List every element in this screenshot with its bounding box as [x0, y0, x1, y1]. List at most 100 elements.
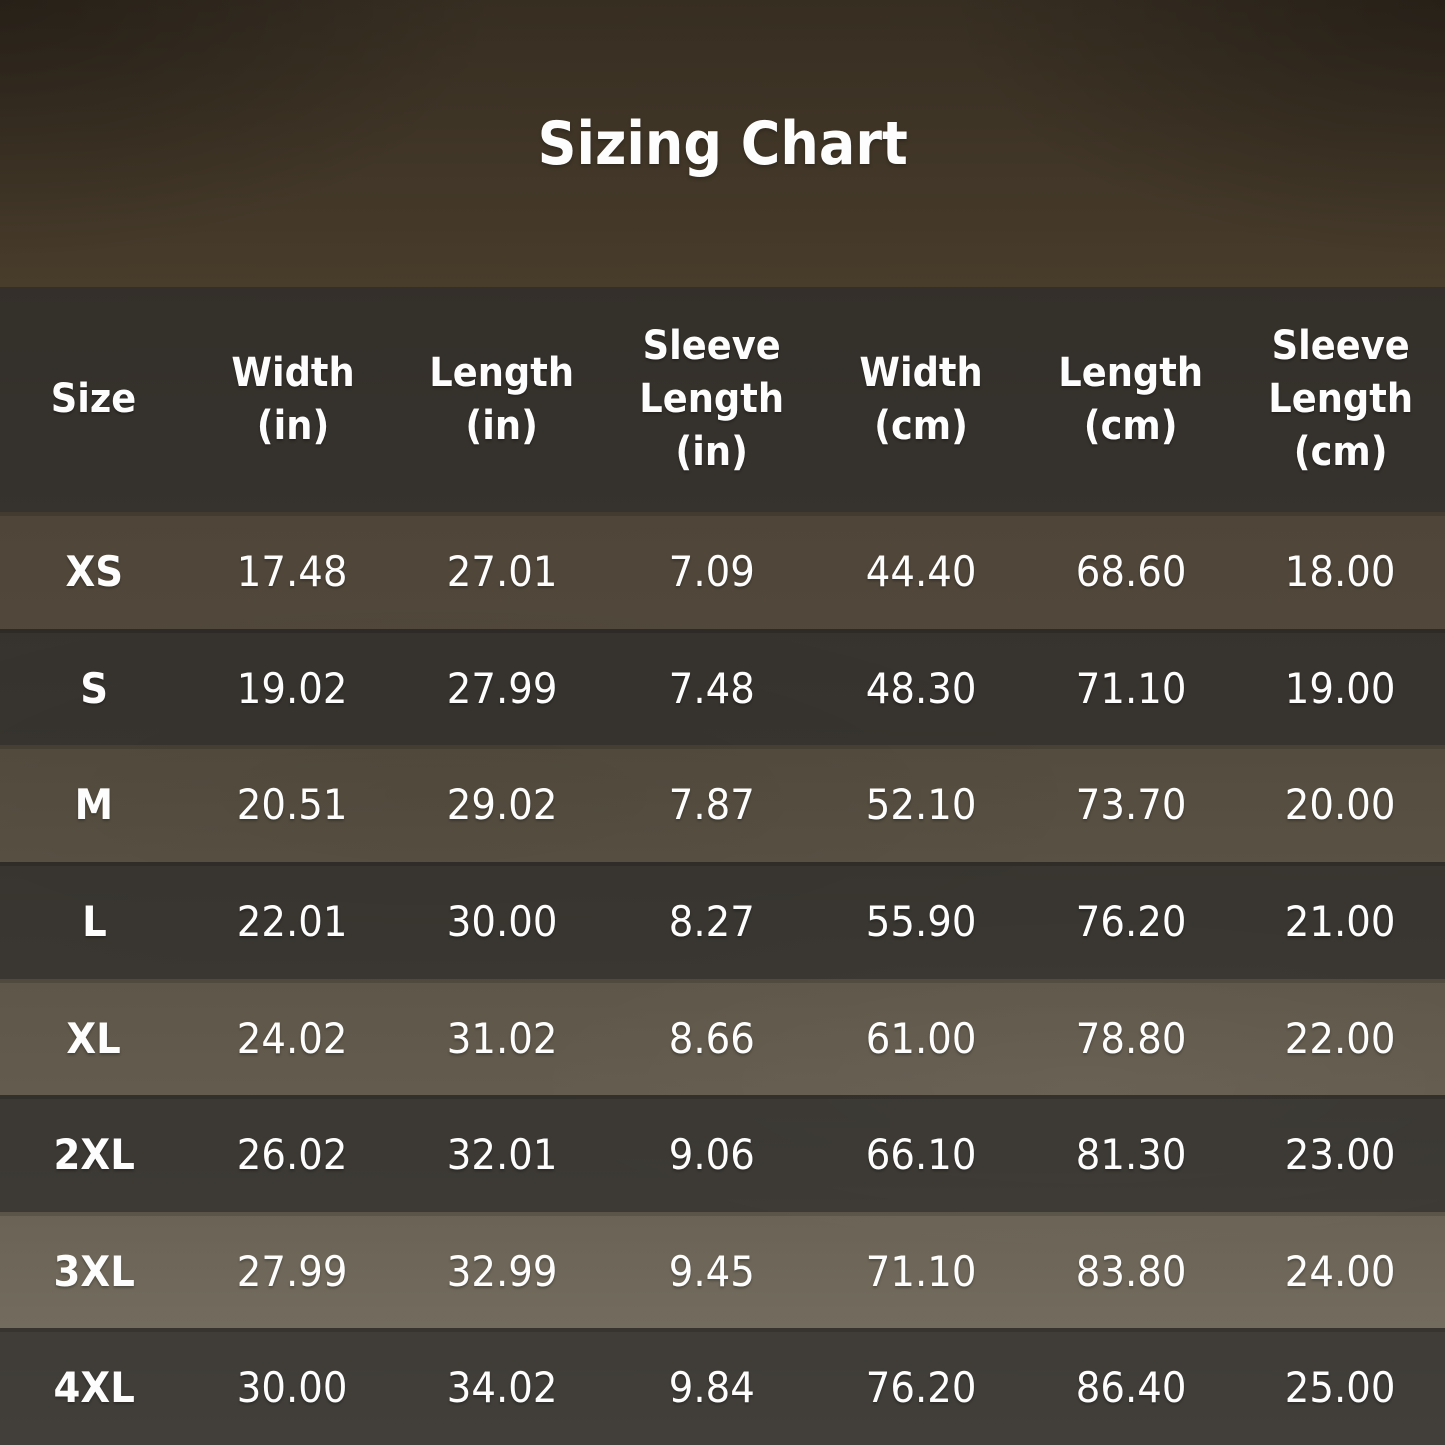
value-cell: 9.06: [607, 1128, 817, 1183]
value-cell: 17.48: [188, 545, 398, 600]
value-text: 22.01: [237, 896, 348, 946]
value-cell: 76.20: [816, 1361, 1026, 1416]
table-header-row: Size Width (in) Length (in) Sleeve Lengt…: [0, 287, 1445, 512]
value-text: 44.40: [865, 547, 977, 597]
value-text: 32.01: [446, 1130, 558, 1180]
value-text: 26.02: [237, 1130, 348, 1180]
value-text: 73.70: [1075, 780, 1186, 830]
value-text: 7.48: [668, 663, 755, 713]
value-text: 27.99: [237, 1246, 348, 1296]
header-label: Length (in): [429, 349, 575, 449]
size-label: M: [74, 780, 114, 830]
sizing-table: Size Width (in) Length (in) Sleeve Lengt…: [0, 287, 1445, 1445]
table-row: M 20.51 29.02 7.87 52.10 73.70 20.00: [0, 745, 1445, 862]
value-cell: 34.02: [397, 1361, 607, 1416]
table-body: XS 17.48 27.01 7.09 44.40 68.60 18.00 S 19.02 27.…: [0, 512, 1445, 1445]
value-cell: 9.45: [607, 1245, 817, 1300]
header-cell-width-in: Width (in): [188, 347, 398, 453]
value-text: 48.30: [865, 663, 977, 713]
table-row: XS 17.48 27.01 7.09 44.40 68.60 18.00: [0, 512, 1445, 629]
size-cell: XL: [0, 1012, 188, 1067]
table-row: XL 24.02 31.02 8.66 61.00 78.80 22.00: [0, 978, 1445, 1096]
table-row: 2XL 26.02 32.01 9.06 66.10 81.30 23.00: [0, 1095, 1445, 1212]
value-text: 66.10: [865, 1130, 977, 1180]
size-label: XL: [66, 1013, 122, 1063]
value-cell: 7.48: [607, 662, 817, 717]
header-cell-size: Size: [0, 373, 188, 426]
value-cell: 76.20: [1026, 895, 1236, 950]
value-cell: 86.40: [1026, 1361, 1236, 1416]
value-cell: 24.02: [188, 1012, 398, 1067]
value-cell: 29.02: [397, 778, 607, 833]
value-cell: 83.80: [1026, 1245, 1236, 1300]
value-cell: 20.51: [188, 778, 398, 833]
value-text: 24.02: [237, 1013, 348, 1063]
size-label: 2XL: [53, 1130, 135, 1180]
value-text: 27.01: [446, 547, 558, 597]
header-label: Width (cm): [859, 349, 983, 449]
size-label: L: [81, 896, 107, 946]
value-text: 19.02: [237, 663, 348, 713]
value-cell: 30.00: [397, 895, 607, 950]
value-cell: 52.10: [816, 778, 1026, 833]
value-text: 8.66: [668, 1013, 755, 1063]
value-cell: 18.00: [1235, 545, 1445, 600]
value-cell: 71.10: [816, 1245, 1026, 1300]
value-cell: 44.40: [816, 545, 1026, 600]
value-text: 7.87: [668, 780, 755, 830]
value-cell: 23.00: [1235, 1128, 1445, 1183]
value-cell: 8.27: [607, 895, 817, 950]
value-cell: 48.30: [816, 662, 1026, 717]
value-cell: 27.99: [397, 662, 607, 717]
value-text: 61.00: [865, 1013, 977, 1063]
value-cell: 8.66: [607, 1012, 817, 1067]
size-cell: 3XL: [0, 1245, 188, 1300]
value-cell: 27.01: [397, 545, 607, 600]
header-label: Length (cm): [1058, 349, 1204, 449]
value-text: 76.20: [1075, 896, 1186, 946]
size-cell: M: [0, 778, 188, 833]
value-text: 17.48: [237, 547, 348, 597]
value-text: 30.00: [446, 896, 558, 946]
value-cell: 31.02: [397, 1012, 607, 1067]
value-text: 31.02: [446, 1013, 558, 1063]
table-row: 3XL 27.99 32.99 9.45 71.10 83.80 24.00: [0, 1211, 1445, 1329]
header-cell-width-cm: Width (cm): [816, 347, 1026, 453]
value-cell: 9.84: [607, 1361, 817, 1416]
header-label: Sleeve Length (in): [639, 323, 785, 475]
value-cell: 7.87: [607, 778, 817, 833]
table-row: L 22.01 30.00 8.27 55.90 76.20 21.00: [0, 861, 1445, 979]
value-text: 34.02: [446, 1363, 558, 1413]
value-text: 20.00: [1284, 780, 1396, 830]
size-label: XS: [65, 547, 123, 597]
value-cell: 7.09: [607, 545, 817, 600]
value-text: 76.20: [865, 1363, 977, 1413]
value-text: 22.00: [1284, 1013, 1396, 1063]
value-cell: 81.30: [1026, 1128, 1236, 1183]
size-cell: S: [0, 662, 188, 717]
value-text: 24.00: [1284, 1246, 1396, 1296]
value-cell: 66.10: [816, 1128, 1026, 1183]
value-text: 71.10: [865, 1246, 977, 1296]
value-text: 86.40: [1075, 1363, 1186, 1413]
value-cell: 61.00: [816, 1012, 1026, 1067]
value-cell: 22.00: [1235, 1012, 1445, 1067]
value-cell: 68.60: [1026, 545, 1236, 600]
value-text: 55.90: [865, 896, 977, 946]
header-cell-length-cm: Length (cm): [1026, 347, 1236, 453]
size-cell: L: [0, 895, 188, 950]
header-label: Sleeve Length (cm): [1267, 323, 1413, 475]
header-label: Size: [51, 376, 137, 423]
value-cell: 32.01: [397, 1128, 607, 1183]
size-cell: 2XL: [0, 1128, 188, 1183]
value-text: 9.84: [668, 1363, 755, 1413]
value-cell: 73.70: [1026, 778, 1236, 833]
value-text: 19.00: [1284, 663, 1396, 713]
value-text: 9.06: [668, 1130, 755, 1180]
header-cell-length-in: Length (in): [397, 347, 607, 453]
value-text: 81.30: [1075, 1130, 1186, 1180]
value-cell: 30.00: [188, 1361, 398, 1416]
value-cell: 20.00: [1235, 778, 1445, 833]
value-text: 20.51: [237, 780, 348, 830]
value-text: 21.00: [1284, 896, 1396, 946]
